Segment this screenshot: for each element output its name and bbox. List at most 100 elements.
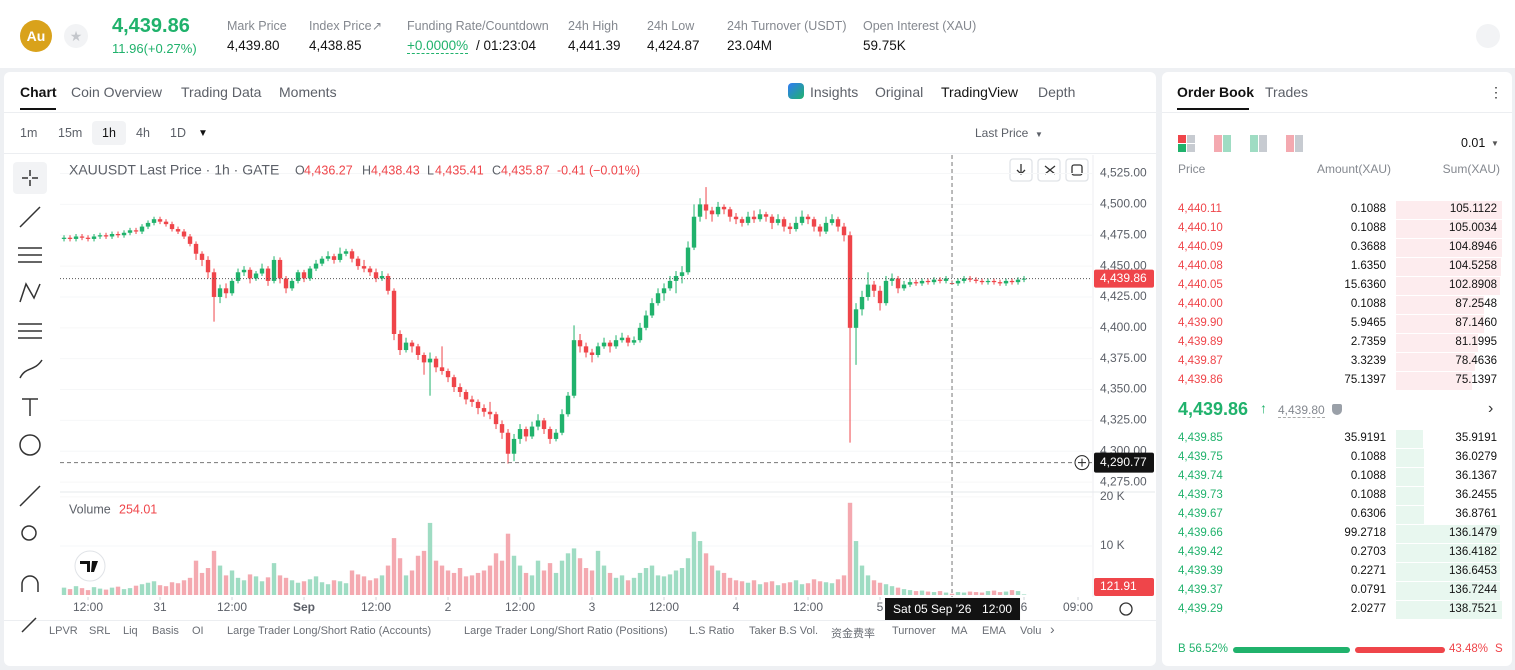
ob-price: 4,440.10: [1178, 222, 1223, 234]
indicator-tab[interactable]: Large Trader Long/Short Ratio (Accounts): [227, 625, 432, 637]
zoom-tool[interactable]: [21, 525, 37, 541]
candle-body: [265, 268, 271, 281]
candle-body: [187, 236, 193, 244]
volume-bar: [559, 560, 565, 595]
layout-split[interactable]: [1214, 135, 1222, 152]
candle-body: [961, 278, 967, 281]
more-menu[interactable]: ⋮: [1489, 84, 1503, 100]
indicator-tab[interactable]: L.S Ratio: [689, 625, 735, 637]
volume-bar: [751, 580, 757, 595]
volume-bar: [169, 582, 175, 595]
volume-bar: [985, 591, 991, 595]
indicator-tab[interactable]: OI: [192, 625, 204, 637]
layout-bids[interactable]: [1250, 135, 1258, 152]
chart-controls[interactable]: [1009, 158, 1133, 616]
depth-bar: [1396, 506, 1425, 524]
candle-body: [499, 424, 505, 433]
tab-active[interactable]: Chart: [20, 84, 57, 100]
emoji-tool[interactable]: [19, 434, 41, 456]
volume-bar: [367, 580, 373, 595]
price-source[interactable]: Last Price: [975, 126, 1029, 140]
pattern-tool[interactable]: [19, 282, 41, 303]
view-tab[interactable]: Depth: [1038, 84, 1076, 100]
funding-rate[interactable]: +0.0000%: [407, 38, 469, 54]
price-change: 11.96(+0.27%): [112, 41, 197, 56]
volume-bar: [667, 574, 673, 595]
line-tool[interactable]: [19, 206, 41, 228]
indicator-tab[interactable]: Basis: [152, 625, 179, 637]
chevron[interactable]: ›: [1050, 621, 1055, 637]
favorite-star[interactable]: ★: [64, 24, 88, 48]
notes-button[interactable]: [1476, 24, 1500, 48]
indicator-tab[interactable]: EMA: [982, 625, 1006, 637]
indicator-tab[interactable]: Large Trader Long/Short Ratio (Positions…: [464, 625, 668, 637]
volume-bar: [295, 582, 301, 595]
volume-bar: [661, 576, 667, 595]
y-tick-label: 4,350.00: [1100, 382, 1147, 396]
y-tick-label: 4,400.00: [1100, 320, 1147, 334]
indicator-tab[interactable]: Turnover: [892, 625, 936, 637]
lines-tool[interactable]: [18, 247, 42, 263]
magnet-tool[interactable]: [21, 575, 39, 592]
interval[interactable]: 1m: [20, 126, 38, 140]
precision[interactable]: 0.01: [1461, 136, 1486, 150]
mid-mark-price[interactable]: 4,439.80: [1278, 403, 1325, 418]
ob-amount: 0.2271: [1350, 565, 1386, 577]
view-tab[interactable]: Insights: [810, 84, 859, 100]
candle-body: [211, 272, 217, 297]
mid-price: 4,439.86: [1178, 399, 1249, 419]
crosshair-tool[interactable]: [22, 170, 38, 186]
layout-both[interactable]: [1178, 135, 1186, 143]
tab[interactable]: Moments: [279, 84, 337, 100]
buy-ratio-bar: [1233, 647, 1350, 653]
candle-body: [385, 275, 391, 291]
interval-active[interactable]: 1h: [102, 126, 116, 140]
ruler-tool[interactable]: [19, 485, 41, 507]
ohlc-legend: 4,435.41: [435, 163, 484, 177]
indicator-tab[interactable]: Taker B.S Vol.: [749, 625, 819, 637]
volume-bar: [721, 572, 727, 595]
indicator-tab[interactable]: 资金费率: [831, 628, 875, 640]
external-link-icon[interactable]: ↗: [372, 19, 383, 33]
x-tick-label: 09:00: [1063, 600, 1093, 614]
volume-bar: [199, 572, 205, 595]
volume-bar: [265, 577, 271, 595]
add-alert-plus: [1078, 458, 1086, 467]
fib-tool[interactable]: [18, 323, 42, 339]
volume-bar: [229, 570, 235, 595]
volume-bar: [67, 589, 73, 595]
dropdown-caret[interactable]: ▼: [1035, 130, 1043, 139]
view-tab-active[interactable]: TradingView: [941, 84, 1019, 100]
interval[interactable]: 1D: [170, 126, 186, 140]
sell-ratio-bar: [1354, 647, 1445, 653]
ob-tab-active[interactable]: Order Book: [1177, 84, 1255, 100]
tab[interactable]: Trading Data: [181, 84, 262, 100]
text-tool[interactable]: [22, 398, 38, 416]
indicator-tab[interactable]: LPVR: [49, 625, 78, 637]
volume-bar: [181, 580, 187, 595]
y-tick-label: 4,375.00: [1100, 351, 1147, 365]
tool-active[interactable]: [13, 162, 47, 194]
candle-body: [457, 387, 463, 393]
candle-body: [589, 352, 595, 355]
pen-tool[interactable]: [21, 617, 37, 633]
dropdown-caret[interactable]: ▼: [198, 128, 208, 139]
candle-body: [271, 259, 277, 281]
indicator-tab[interactable]: SRL: [89, 625, 111, 637]
ob-tab[interactable]: Trades: [1265, 84, 1309, 100]
interval[interactable]: 15m: [58, 126, 83, 140]
candle-body: [919, 280, 925, 284]
indicator-tab[interactable]: Liq: [123, 625, 138, 637]
dropdown-caret[interactable]: ▼: [1491, 139, 1499, 148]
view-tab[interactable]: Original: [875, 84, 924, 100]
brush-tool[interactable]: [19, 359, 43, 379]
ob-amount: 0.2703: [1350, 546, 1386, 558]
chevron[interactable]: ›: [1488, 400, 1494, 417]
interval[interactable]: 4h: [136, 126, 150, 140]
indicator-tab[interactable]: Volu: [1020, 625, 1042, 637]
volume-bar: [109, 587, 115, 595]
indicator-tab[interactable]: MA: [951, 625, 968, 637]
layout-asks[interactable]: [1286, 135, 1294, 152]
candle-body: [313, 263, 319, 269]
tab[interactable]: Coin Overview: [71, 84, 163, 100]
